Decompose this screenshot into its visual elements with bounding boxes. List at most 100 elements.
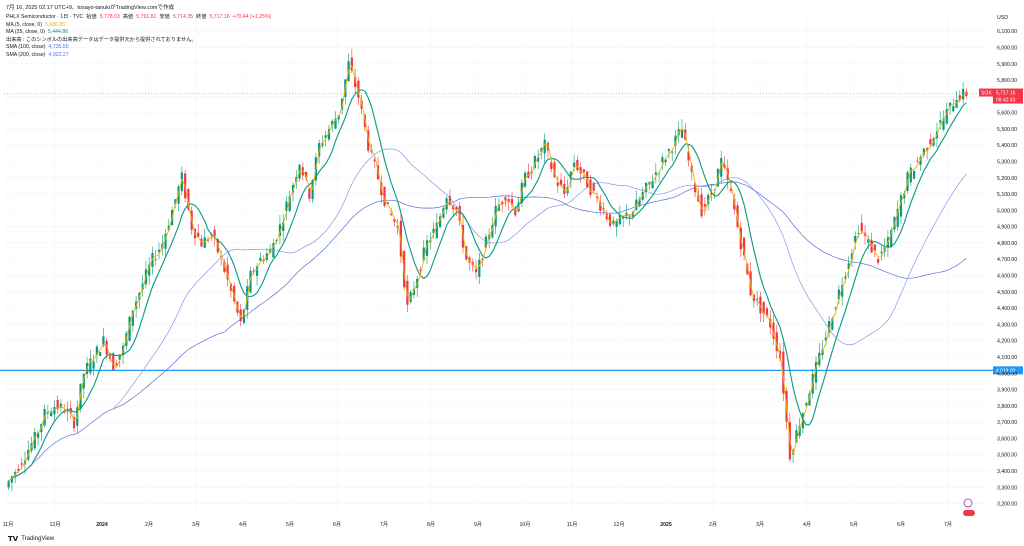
candle-body — [422, 247, 425, 261]
candle-body — [197, 232, 200, 237]
candle-body — [448, 196, 452, 205]
y-tick-label: 4,000.00 — [997, 371, 1017, 377]
candle-body — [844, 276, 847, 279]
indicator-row-ma25[interactable]: MA (25, close, 0) 5,444.86 — [6, 29, 271, 37]
candle-body — [690, 165, 693, 172]
indicator-label: SMA (200, close) — [6, 51, 46, 58]
candle-body — [373, 159, 376, 162]
indicator-row-volume[interactable]: 出来高 : このシンボルの出来高データはデータ提供元から提供されておりません。 — [6, 37, 271, 45]
x-axis: 11月 12月 2024 2月 3月 4月 5月 6月 7月 8月 9月 10月 11月 12月 2025 2… — [3, 521, 952, 528]
symbol-name[interactable]: PHLX Semiconductor · 1日 · TVC — [6, 14, 84, 20]
indicator-row-ma5[interactable]: MA (5, close, 0) 5,686.85 — [6, 22, 271, 30]
indicator-value: 5,444.86 — [47, 29, 69, 36]
candle-body — [527, 171, 530, 178]
candle-body — [713, 189, 716, 191]
candle-body — [226, 264, 229, 280]
candle-body — [497, 204, 501, 211]
candle-body — [563, 184, 566, 195]
candle-body — [301, 167, 304, 176]
candle-body — [115, 363, 118, 366]
y-tick-label: 5,400.00 — [997, 143, 1017, 149]
candle-body — [20, 463, 23, 465]
candle-body — [141, 283, 144, 290]
alert-icon[interactable] — [963, 498, 973, 508]
candle-body — [331, 120, 334, 126]
y-tick-label: 5,500.00 — [997, 127, 1017, 133]
candle-body — [259, 257, 262, 261]
indicator-label: SMA (100, close) — [6, 44, 46, 51]
x-tick-label: 4月 — [803, 521, 811, 528]
y-tick-label: 4,300.00 — [997, 322, 1017, 328]
low-label: 安値 — [159, 14, 170, 20]
candle-body — [854, 235, 857, 243]
candle-body — [890, 230, 893, 247]
candle-body — [455, 207, 458, 211]
hline-price-tag — [993, 366, 1023, 375]
candle-body — [530, 171, 533, 174]
event-icon[interactable] — [963, 510, 975, 516]
candle-body — [824, 337, 827, 341]
y-tick-label: 3,300.00 — [997, 485, 1017, 491]
candle-body — [340, 98, 344, 110]
symbol-tag-label: SOX — [981, 91, 992, 97]
x-tick-label: 3月 — [756, 521, 764, 528]
candle-body — [112, 353, 115, 370]
y-tick-label: 5,600.00 — [997, 111, 1017, 117]
candle-body — [131, 310, 134, 326]
candle-body — [671, 151, 674, 153]
candle-body — [939, 120, 942, 123]
candle-body — [860, 222, 863, 232]
candle-body — [841, 285, 844, 297]
candle-body — [174, 199, 177, 205]
tradingview-logo-icon: 𝗧𝗩 — [8, 536, 19, 543]
candle-body — [765, 308, 769, 316]
candle-body — [396, 225, 399, 228]
indicator-row-sma100[interactable]: SMA (100, close) 4,735.55 — [6, 44, 271, 52]
hline-price-label: 4,018.00 — [996, 368, 1016, 374]
candle-body — [674, 135, 677, 146]
candle-body — [821, 349, 824, 356]
candle-body — [223, 262, 226, 273]
candle-body — [605, 213, 608, 220]
candle-body — [537, 157, 540, 162]
ma25-line — [8, 89, 967, 482]
y-tick-label: 5,800.00 — [997, 78, 1017, 84]
candle-body — [50, 412, 53, 417]
candle-body — [922, 148, 925, 155]
candle-body — [82, 374, 85, 389]
x-tick-label: 2月 — [145, 521, 153, 528]
candle-body — [304, 171, 308, 178]
y-tick-label: 5,100.00 — [997, 192, 1017, 198]
candle-body — [17, 468, 20, 472]
candle-body — [59, 403, 63, 408]
candle-body — [831, 318, 834, 330]
candle-body — [367, 130, 370, 151]
indicator-label: MA (25, close, 0) — [6, 29, 45, 36]
x-tick-label: 12月 — [614, 521, 625, 528]
candle-body — [720, 157, 723, 177]
tradingview-logo[interactable]: 𝗧𝗩 TradingView — [8, 535, 54, 543]
candle-body — [203, 237, 206, 248]
candle-body — [857, 232, 860, 234]
candle-body — [608, 214, 612, 226]
candle-body — [350, 57, 353, 71]
candle-body — [10, 476, 14, 483]
indicator-row-sma200[interactable]: SMA (200, close) 4,922.27 — [6, 52, 271, 60]
candle-body — [295, 177, 298, 182]
candle-body — [354, 77, 357, 87]
candle-body — [324, 135, 327, 139]
candle-body — [948, 102, 952, 107]
y-tick-label: 4,200.00 — [997, 339, 1017, 345]
candle-body — [576, 159, 579, 171]
creation-timestamp: 7月 16, 2025 02:17 UTC+9、tosayo-tanukiがTr… — [6, 5, 174, 11]
candle-body — [559, 179, 563, 186]
candle-body — [592, 182, 595, 191]
candle-body — [877, 258, 880, 263]
candle-body — [762, 301, 765, 315]
candle-body — [805, 403, 808, 406]
candle-body — [618, 214, 621, 225]
candle-body — [929, 139, 932, 145]
candle-body — [56, 399, 59, 410]
